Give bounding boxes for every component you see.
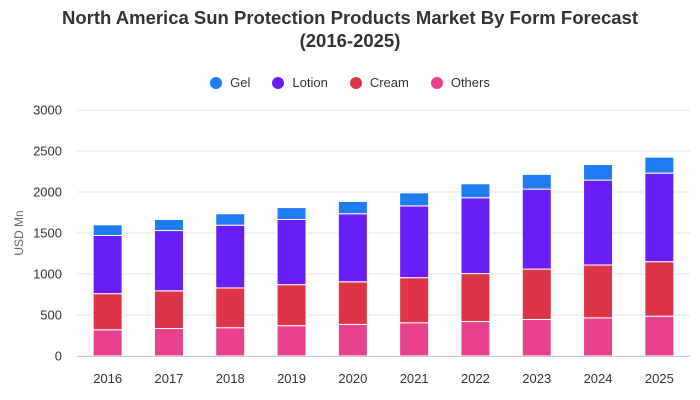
bar-lotion-2022[interactable]	[460, 197, 491, 275]
legend-swatch-others	[430, 76, 443, 89]
y-axis-ticks: 0 500 1000 1500 2000 2500 3000	[33, 103, 62, 364]
bar-others-2020[interactable]	[337, 323, 368, 357]
bar-cream-2019[interactable]	[276, 284, 307, 327]
legend-label-gel: Gel	[230, 75, 251, 90]
chart-title: North America Sun Protection Products Ma…	[0, 6, 700, 52]
y-tick-label: 1000	[33, 267, 62, 282]
bar-lotion-2018[interactable]	[215, 224, 246, 289]
x-tick-label: 2019	[277, 371, 306, 386]
x-tick-label: 2024	[584, 371, 613, 386]
legend-item-others[interactable]: Others	[430, 75, 490, 90]
bar-others-2021[interactable]	[399, 322, 430, 357]
x-tick-label: 2020	[338, 371, 367, 386]
bar-others-2019[interactable]	[276, 325, 307, 357]
bar-cream-2018[interactable]	[215, 287, 246, 329]
bar-lotion-2019[interactable]	[276, 218, 307, 286]
bar-gel-2020[interactable]	[337, 200, 368, 215]
y-tick-label: 3000	[33, 103, 62, 118]
bar-others-2022[interactable]	[460, 321, 491, 357]
bar-lotion-2024[interactable]	[583, 179, 614, 266]
legend-item-cream[interactable]: Cream	[349, 75, 409, 90]
bar-cream-2020[interactable]	[337, 281, 368, 325]
bar-gel-2025[interactable]	[644, 156, 675, 174]
bar-gel-2024[interactable]	[583, 164, 614, 181]
bar-lotion-2025[interactable]	[644, 172, 675, 263]
chart-title-line1: North America Sun Protection Products Ma…	[61, 7, 639, 28]
legend-swatch-lotion	[272, 76, 285, 89]
bar-cream-2021[interactable]	[399, 277, 430, 324]
bar-cream-2023[interactable]	[521, 268, 552, 321]
legend-swatch-gel	[210, 76, 223, 89]
bar-gel-2017[interactable]	[153, 218, 184, 232]
legend-swatch-cream	[349, 76, 362, 89]
x-tick-label: 2022	[461, 371, 490, 386]
chart-legend: Gel Lotion Cream Others	[0, 75, 700, 90]
bar-others-2025[interactable]	[644, 315, 675, 357]
y-tick-label: 2000	[33, 185, 62, 200]
bar-lotion-2016[interactable]	[92, 234, 123, 295]
x-tick-label: 2017	[154, 371, 183, 386]
bar-gel-2019[interactable]	[276, 207, 307, 220]
bar-gel-2021[interactable]	[399, 192, 430, 207]
bar-others-2018[interactable]	[215, 327, 246, 357]
bar-cream-2016[interactable]	[92, 293, 123, 331]
y-tick-label: 0	[55, 349, 62, 364]
bar-gel-2016[interactable]	[92, 224, 123, 236]
bar-lotion-2020[interactable]	[337, 213, 368, 283]
x-tick-label: 2018	[216, 371, 245, 386]
bar-lotion-2017[interactable]	[153, 230, 184, 292]
bar-stack-group	[92, 156, 675, 357]
x-axis-ticks: 2016 2017 2018 2019 2020 2021 2022 2023 2024 2025	[93, 371, 674, 386]
y-axis-label: USD Mn	[12, 210, 26, 255]
bar-gel-2022[interactable]	[460, 183, 491, 199]
bar-gel-2023[interactable]	[521, 173, 552, 190]
bar-cream-2017[interactable]	[153, 290, 184, 330]
x-tick-label: 2025	[645, 371, 674, 386]
y-tick-label: 1500	[33, 226, 62, 241]
x-tick-label: 2021	[400, 371, 429, 386]
x-tick-label: 2016	[93, 371, 122, 386]
bar-others-2016[interactable]	[92, 329, 123, 357]
x-tick-label: 2023	[522, 371, 551, 386]
bar-gel-2018[interactable]	[215, 213, 246, 226]
bar-cream-2024[interactable]	[583, 264, 614, 319]
bar-cream-2025[interactable]	[644, 261, 675, 317]
bar-others-2023[interactable]	[521, 319, 552, 357]
bar-others-2024[interactable]	[583, 317, 614, 357]
bar-others-2017[interactable]	[153, 328, 184, 357]
legend-label-others: Others	[450, 75, 490, 90]
y-tick-label: 500	[40, 308, 62, 323]
chart-title-line2: (2016-2025)	[299, 30, 401, 51]
legend-item-lotion[interactable]: Lotion	[272, 75, 328, 90]
bar-cream-2022[interactable]	[460, 273, 491, 323]
y-tick-label: 2500	[33, 144, 62, 159]
legend-label-cream: Cream	[369, 75, 409, 90]
legend-label-lotion: Lotion	[292, 75, 328, 90]
bar-lotion-2021[interactable]	[399, 205, 430, 279]
bar-lotion-2023[interactable]	[521, 188, 552, 270]
legend-item-gel[interactable]: Gel	[210, 75, 250, 90]
